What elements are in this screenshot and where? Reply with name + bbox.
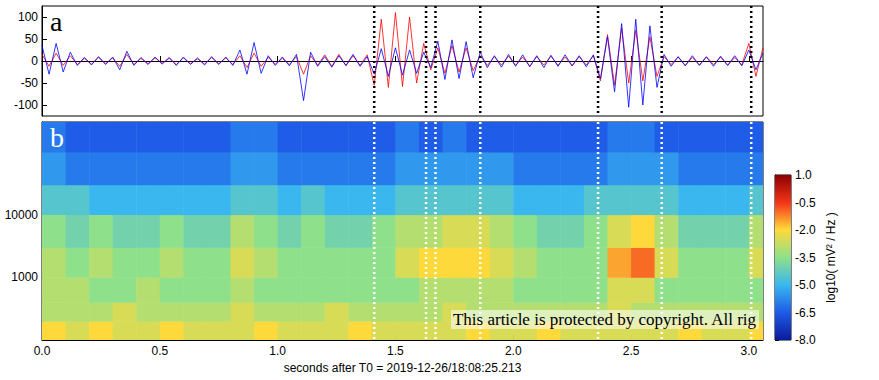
svg-text:1000: 1000: [11, 270, 38, 284]
svg-text:log10( mV² / Hz ): log10( mV² / Hz ): [824, 212, 838, 303]
svg-text:0: 0: [31, 54, 38, 68]
svg-text:-6.5: -6.5: [795, 306, 816, 320]
svg-text:-3.5: -3.5: [795, 251, 816, 265]
svg-text:1.0: 1.0: [795, 168, 812, 182]
svg-text:10000: 10000: [5, 208, 39, 222]
svg-text:1.5: 1.5: [387, 344, 404, 358]
svg-text:-50: -50: [21, 76, 39, 90]
svg-text:-5.0: -5.0: [795, 278, 816, 292]
svg-text:50: 50: [25, 32, 39, 46]
svg-text:1.0: 1.0: [269, 344, 286, 358]
svg-text:3.0: 3.0: [741, 344, 758, 358]
svg-text:-0.5: -0.5: [795, 196, 816, 210]
svg-text:seconds after T0 = 2019-12-26/: seconds after T0 = 2019-12-26/18:08:25.2…: [284, 361, 522, 375]
svg-text:-8.0: -8.0: [795, 333, 816, 347]
svg-text:2.5: 2.5: [623, 344, 640, 358]
svg-text:b: b: [50, 122, 64, 153]
svg-text:a: a: [50, 6, 63, 37]
svg-text:0.5: 0.5: [151, 344, 168, 358]
svg-text:100: 100: [18, 10, 38, 24]
svg-text:2.0: 2.0: [505, 344, 522, 358]
svg-text:This article is protected by c: This article is protected by copyright. …: [453, 310, 757, 329]
svg-text:-2.0: -2.0: [795, 223, 816, 237]
svg-text:0.0: 0.0: [34, 344, 51, 358]
svg-text:-100: -100: [14, 98, 38, 112]
